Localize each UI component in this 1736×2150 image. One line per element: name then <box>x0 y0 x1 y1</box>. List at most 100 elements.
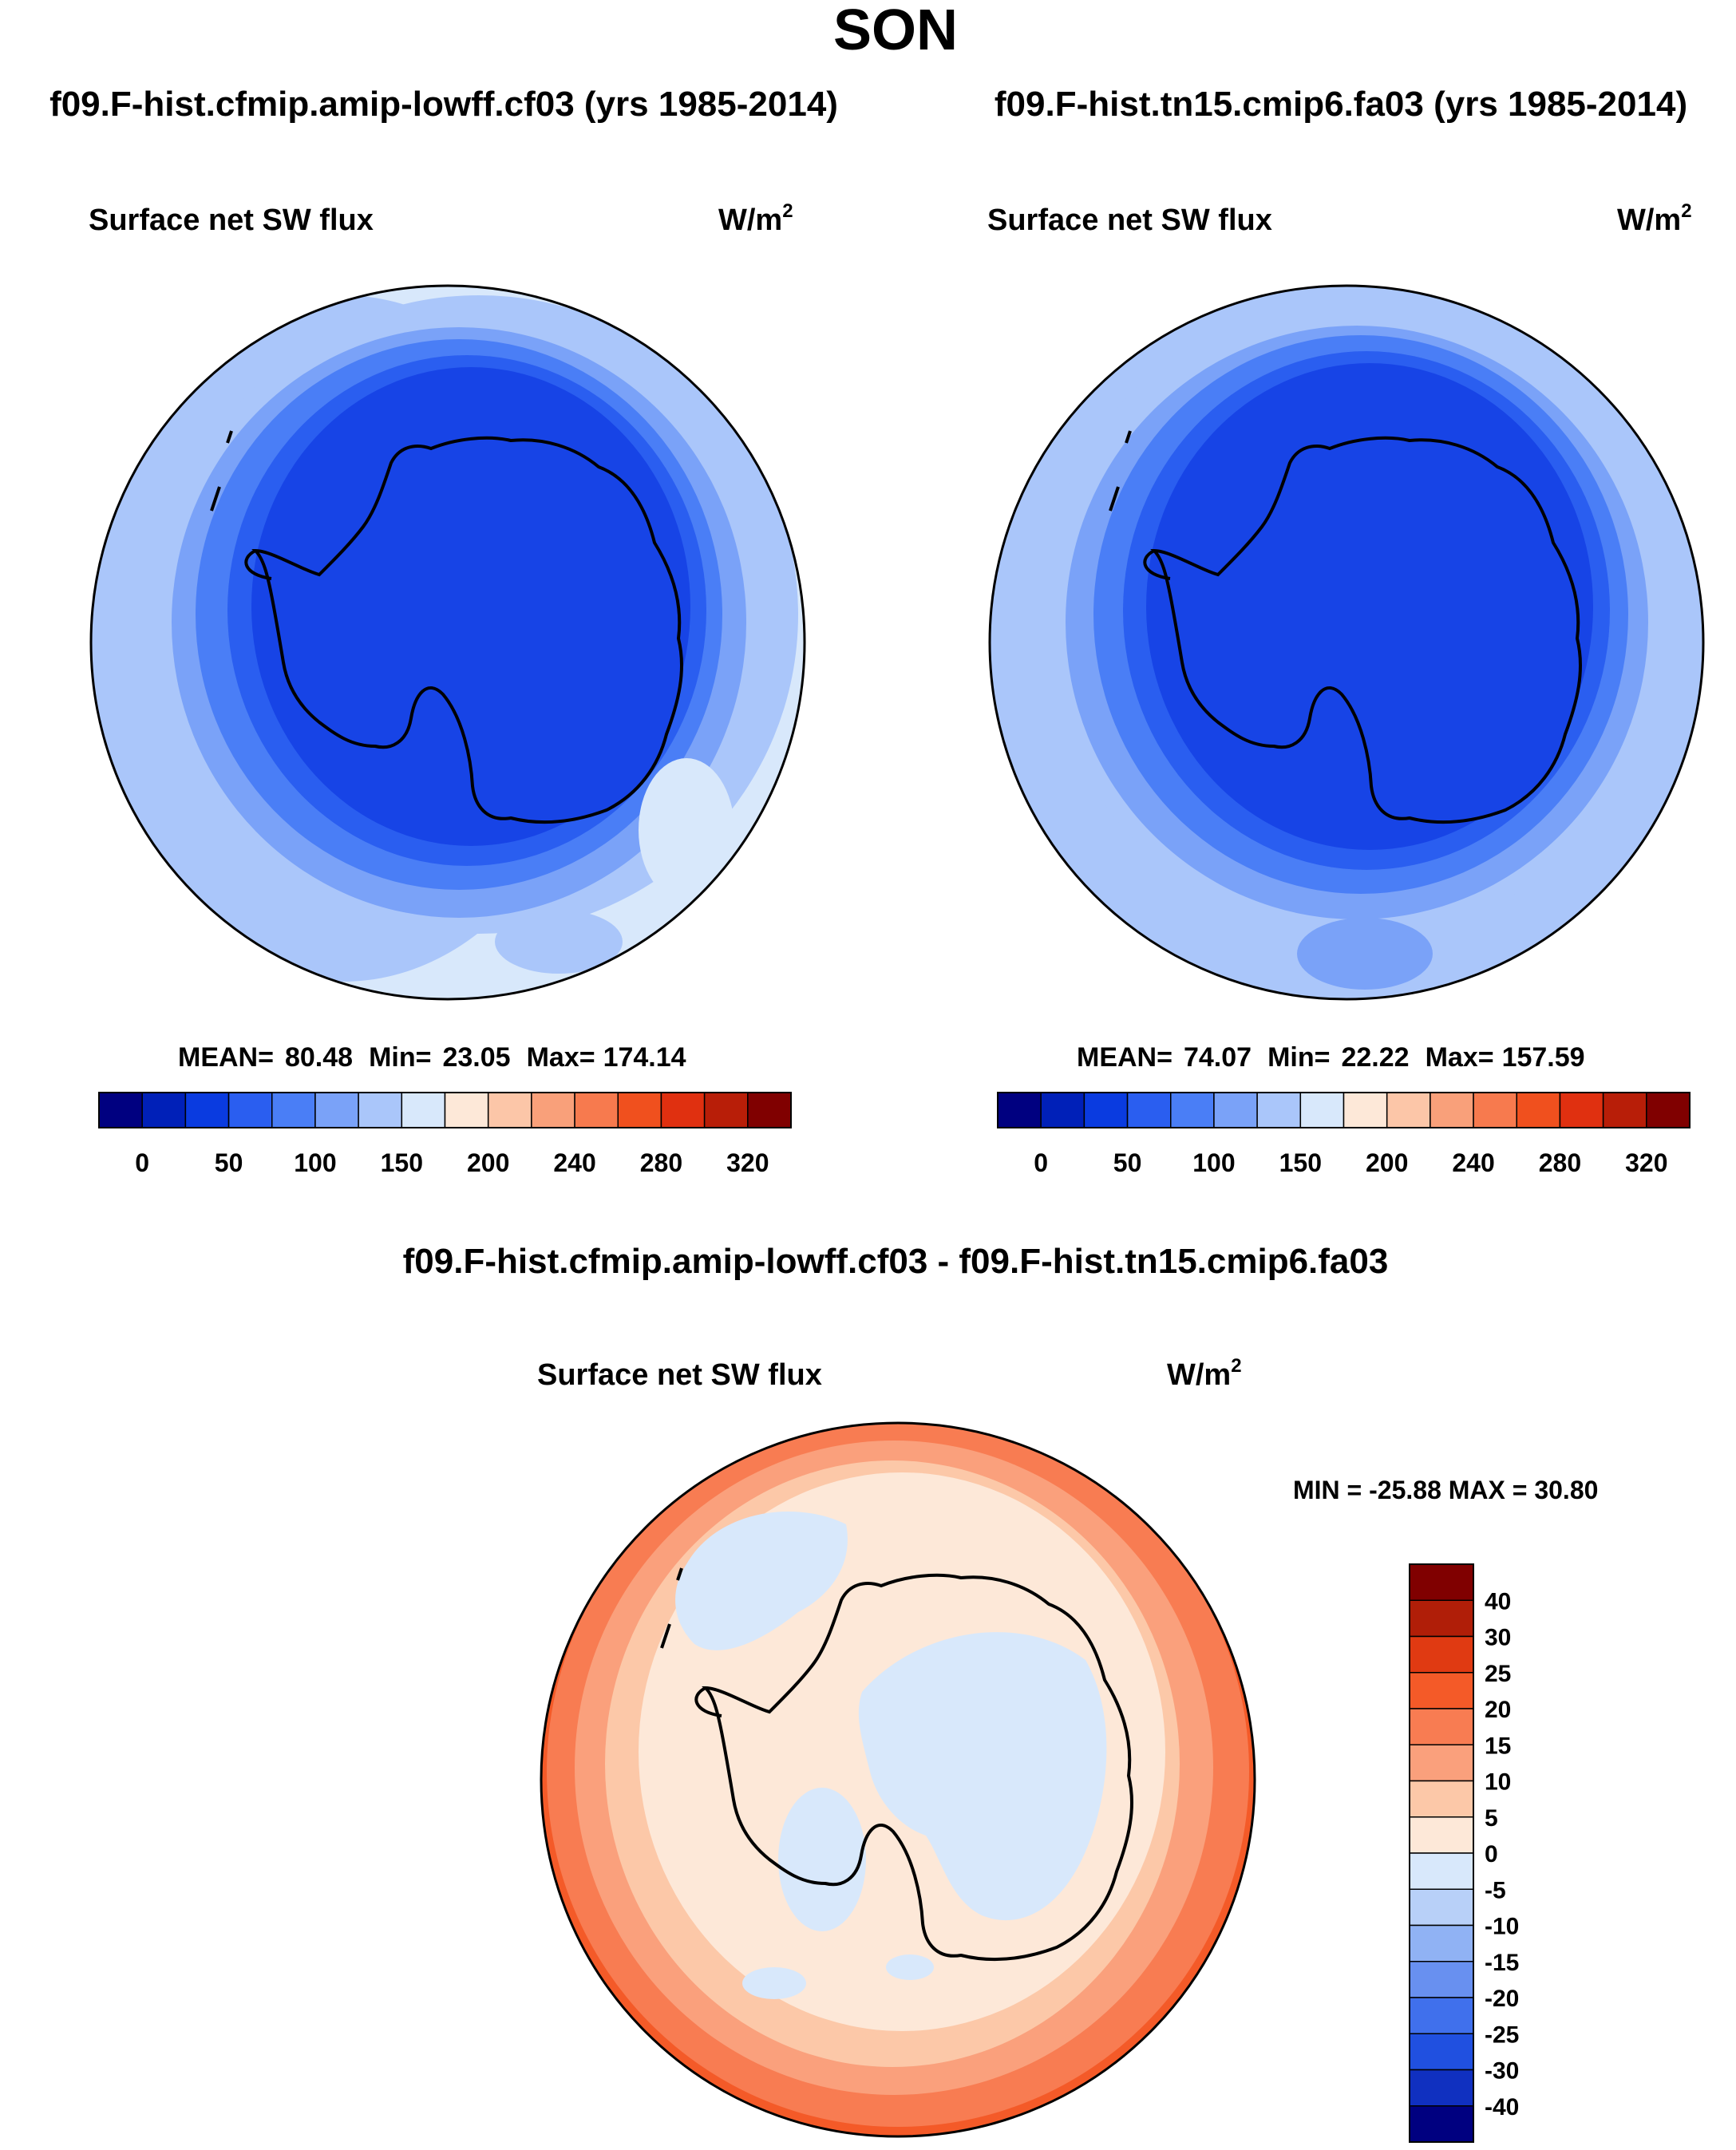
diff-colorbar-label: -40 <box>1485 2094 1519 2120</box>
panel-left-colorbar: 0 50 100 150 200 240 280 320 <box>98 1092 792 1177</box>
right-colorbar-tick-label: 320 <box>1625 1148 1667 1177</box>
diff-colorbar-label: 30 <box>1485 1625 1511 1651</box>
diff-colorbar-cell <box>1409 1744 1474 1782</box>
diff-colorbar-label: 25 <box>1485 1661 1511 1687</box>
diff-colorbar-label: 5 <box>1485 1805 1498 1832</box>
diff-colorbar-cell <box>1409 1852 1474 1890</box>
panel-right-map-border <box>988 284 1705 1001</box>
left-colorbar-cell <box>487 1092 532 1128</box>
panel-diff-colorbar-cells <box>1409 1563 1474 2143</box>
right-colorbar-cell <box>1473 1092 1517 1128</box>
left-colorbar-cell <box>401 1092 446 1128</box>
diff-colorbar-label: 15 <box>1485 1733 1511 1759</box>
diff-colorbar-cell <box>1409 2069 1474 2107</box>
panel-diff-colorbar-labels: 40 30 25 20 15 10 5 0 -5 -10 -15 -20 -25 -30 -40 <box>1485 1588 1519 2120</box>
panel-left: f09.F-hist.cfmip.amip-lowff.cf03 (yrs 19… <box>49 85 838 1177</box>
diff-colorbar-label: -5 <box>1485 1877 1506 1903</box>
diff-colorbar-cell <box>1409 1708 1474 1745</box>
left-colorbar-cell <box>271 1092 316 1128</box>
left-colorbar-cell <box>444 1092 489 1128</box>
diff-colorbar-label: -30 <box>1485 2058 1519 2085</box>
panel-left-colorbar-ticks: 0 50 100 150 200 240 280 320 <box>135 1148 769 1177</box>
diff-colorbar-label: 20 <box>1485 1697 1511 1723</box>
panel-left-map-border <box>89 284 806 1001</box>
diff-colorbar-cell <box>1409 1635 1474 1674</box>
right-colorbar-cell <box>1213 1092 1258 1128</box>
right-colorbar-tick-label: 200 <box>1366 1148 1408 1177</box>
diff-colorbar-cell <box>1409 2105 1474 2143</box>
diff-colorbar-cell <box>1409 1780 1474 1818</box>
panel-left-units: W/m2 <box>718 200 793 237</box>
right-colorbar-cell <box>1040 1092 1085 1128</box>
diff-colorbar-cell <box>1409 1672 1474 1709</box>
right-colorbar-cell <box>1170 1092 1215 1128</box>
panel-right: f09.F-hist.tn15.cmip6.fa03 (yrs 1985-201… <box>987 85 1705 1177</box>
panel-right-units: W/m2 <box>1617 200 1692 237</box>
left-colorbar-cell <box>660 1092 706 1128</box>
right-colorbar-cell <box>1343 1092 1388 1128</box>
diff-colorbar-cell <box>1409 1961 1474 1998</box>
panel-right-colorbar: 0 50 100 150 200 240 280 320 <box>997 1092 1691 1177</box>
left-colorbar-cell <box>574 1092 619 1128</box>
left-colorbar-cell <box>98 1092 143 1128</box>
left-colorbar-tick-label: 200 <box>467 1148 509 1177</box>
right-colorbar-tick-label: 280 <box>1539 1148 1581 1177</box>
panel-diff-colorbar: 40 30 25 20 15 10 5 0 -5 -10 -15 -20 -25 -30 -40 <box>1409 1563 1519 2143</box>
right-colorbar-cell <box>1646 1092 1691 1128</box>
left-colorbar-cell <box>703 1092 749 1128</box>
right-colorbar-cell <box>1430 1092 1474 1128</box>
right-colorbar-tick-label: 0 <box>1034 1148 1048 1177</box>
left-colorbar-tick-label: 100 <box>294 1148 336 1177</box>
panel-left-case-title: f09.F-hist.cfmip.amip-lowff.cf03 (yrs 19… <box>49 85 838 124</box>
diff-colorbar-cell <box>1409 1924 1474 1962</box>
panel-right-case-title: f09.F-hist.tn15.cmip6.fa03 (yrs 1985-201… <box>995 85 1687 124</box>
right-colorbar-cell <box>1083 1092 1129 1128</box>
right-colorbar-cell <box>1559 1092 1604 1128</box>
panel-left-colorbar-cells <box>98 1092 792 1128</box>
panel-diff-map-border <box>540 1421 1256 2138</box>
diff-colorbar-cell <box>1409 1997 1474 2034</box>
panel-left-stats: MEAN= 80.48 Min= 23.05 Max= 174.14 <box>178 1042 686 1073</box>
panel-right-stats: MEAN= 74.07 Min= 22.22 Max= 157.59 <box>1077 1042 1585 1073</box>
right-colorbar-tick-label: 240 <box>1452 1148 1494 1177</box>
panel-right-variable: Surface net SW flux <box>987 204 1272 237</box>
diff-colorbar-label: -25 <box>1485 2022 1519 2048</box>
diff-colorbar-label: 0 <box>1485 1841 1498 1867</box>
right-colorbar-tick-label: 100 <box>1192 1148 1235 1177</box>
right-colorbar-tick-label: 150 <box>1279 1148 1322 1177</box>
diff-colorbar-label: 10 <box>1485 1769 1511 1796</box>
diff-colorbar-label: 40 <box>1485 1588 1511 1614</box>
panel-diff-variable: Surface net SW flux <box>537 1358 822 1392</box>
right-colorbar-cell <box>1386 1092 1431 1128</box>
left-colorbar-cell <box>358 1092 403 1128</box>
right-colorbar-cell <box>997 1092 1042 1128</box>
panel-diff-title: f09.F-hist.cfmip.amip-lowff.cf03 - f09.F… <box>403 1242 1389 1281</box>
right-colorbar-cell <box>1516 1092 1561 1128</box>
panel-left-variable: Surface net SW flux <box>89 204 374 237</box>
right-colorbar-cell <box>1602 1092 1647 1128</box>
left-colorbar-cell <box>141 1092 187 1128</box>
left-colorbar-tick-label: 280 <box>640 1148 682 1177</box>
right-colorbar-cell <box>1299 1092 1345 1128</box>
panel-diff-map <box>541 1423 1255 2136</box>
left-colorbar-cell <box>227 1092 273 1128</box>
diff-colorbar-cell <box>1409 1816 1474 1854</box>
diff-colorbar-cell <box>1409 2033 1474 2071</box>
right-colorbar-tick-label: 50 <box>1113 1148 1142 1177</box>
diff-colorbar-cell <box>1409 1888 1474 1927</box>
left-colorbar-cell <box>747 1092 792 1128</box>
panel-right-colorbar-ticks: 0 50 100 150 200 240 280 320 <box>1034 1148 1667 1177</box>
diff-colorbar-label: -10 <box>1485 1914 1519 1940</box>
panel-left-map <box>91 286 805 999</box>
left-colorbar-tick-label: 0 <box>135 1148 149 1177</box>
left-colorbar-cell <box>531 1092 575 1128</box>
left-colorbar-cell <box>617 1092 662 1128</box>
diff-colorbar-label: -15 <box>1485 1950 1519 1976</box>
diff-colorbar-label: -20 <box>1485 1986 1519 2012</box>
panel-diff: f09.F-hist.cfmip.amip-lowff.cf03 - f09.F… <box>403 1242 1598 2143</box>
left-colorbar-tick-label: 240 <box>553 1148 595 1177</box>
panel-diff-units: W/m2 <box>1167 1355 1242 1392</box>
panel-diff-minmax: MIN = -25.88 MAX = 30.80 <box>1293 1476 1598 1504</box>
left-colorbar-tick-label: 150 <box>381 1148 423 1177</box>
